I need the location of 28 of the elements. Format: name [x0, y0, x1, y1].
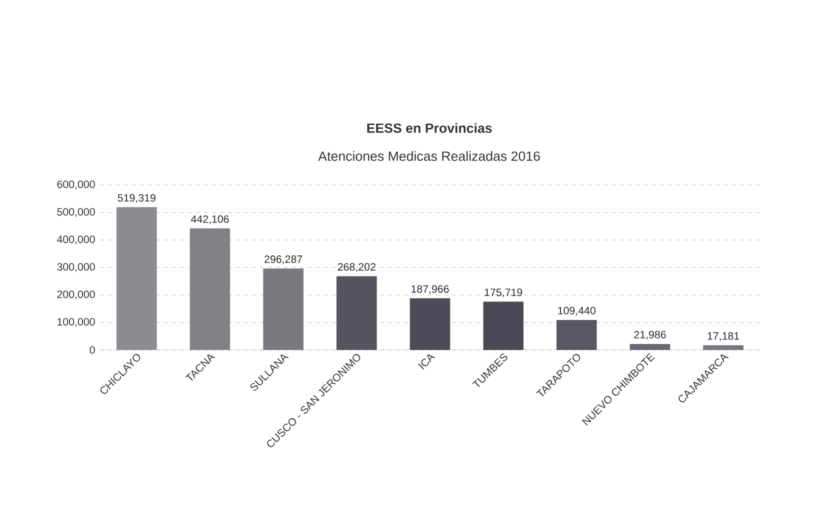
data-label: 17,181: [708, 332, 740, 341]
bar: [190, 228, 230, 350]
bar: [630, 344, 670, 350]
bar: [336, 276, 377, 350]
data-label: 175,719: [484, 288, 522, 298]
y-tick-label: 600,000: [57, 180, 95, 190]
data-label: 519,319: [118, 194, 156, 203]
y-tick-label: 100,000: [58, 318, 95, 327]
y-tick-label: 500,000: [57, 208, 95, 217]
x-tick-label: ICA: [418, 354, 436, 370]
y-tick-label: 400,000: [56, 236, 95, 244]
bar: [410, 298, 450, 350]
data-label: 187,966: [412, 285, 449, 294]
chart-subtitle: Atenciones Medicas Realizadas 2016: [318, 151, 540, 161]
y-tick-label: 0: [90, 346, 95, 354]
y-tick-label: 200,000: [57, 290, 95, 300]
y-tick-label: 300,000: [57, 263, 95, 272]
data-label: 268,202: [338, 263, 376, 272]
data-label: 296,287: [264, 255, 302, 264]
bar: [703, 345, 744, 350]
chart-title: EESS en Provincias: [367, 123, 492, 133]
bar: [483, 302, 524, 350]
bar: [556, 320, 597, 350]
bar: [263, 268, 304, 350]
bar: [116, 207, 157, 350]
data-label: 109,440: [558, 306, 596, 316]
data-label: 21,986: [634, 330, 666, 340]
data-label: 442,106: [190, 215, 229, 224]
